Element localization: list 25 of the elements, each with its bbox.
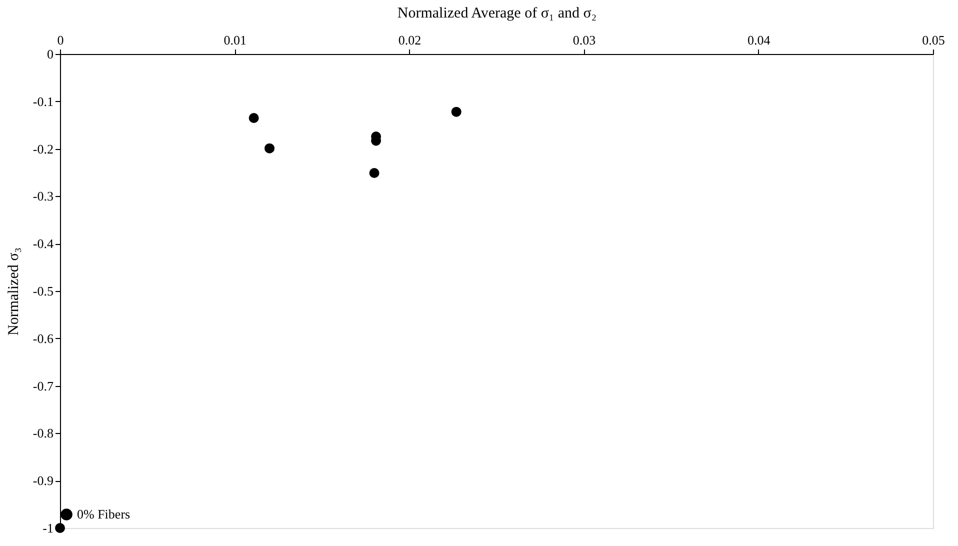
y-tick-label: -1 (42, 520, 54, 536)
y-tick-label: -0.9 (32, 473, 54, 488)
y-axis-title: Normalized σ₃ (6, 248, 22, 336)
x-tick-label: 0.01 (224, 32, 246, 48)
point (264, 143, 275, 154)
x-tick-label: 0 (57, 32, 64, 48)
y-tick-label: -0.6 (32, 330, 54, 346)
y-tick-label: -0.4 (32, 236, 54, 252)
y-tick-label: -0.1 (32, 94, 54, 109)
y-tick-label: -0.7 (32, 378, 54, 394)
point (369, 168, 380, 178)
point (248, 113, 259, 123)
legend-label: 0% Fibers (77, 506, 130, 522)
point (451, 106, 462, 117)
x-tick-label: 0.03 (572, 32, 596, 48)
y-tick-label: 0 (47, 46, 54, 62)
y-tick-label: -0.3 (32, 188, 54, 204)
point (55, 523, 65, 533)
y-tick-label: -0.2 (32, 141, 54, 156)
x-tick-label: 0.05 (922, 32, 945, 48)
y-tick-label: -0.8 (32, 426, 54, 441)
x-tick-label: 0.04 (748, 32, 771, 48)
x-tick-label: 0.02 (398, 32, 422, 48)
x-axis-title: Normalized Average of σ₁ and σ₂ (397, 6, 597, 22)
y-tick-label: -0.5 (32, 284, 54, 298)
